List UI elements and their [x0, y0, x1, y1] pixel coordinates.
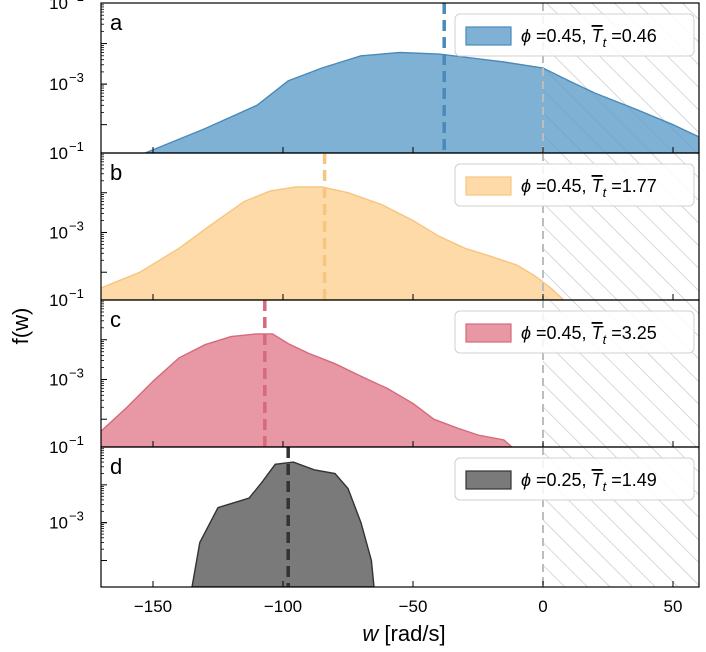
distribution-area — [101, 333, 513, 447]
y-tick-label: 10 — [49, 223, 68, 242]
legend-swatch — [465, 26, 512, 46]
distribution-area — [191, 461, 375, 587]
panel-frame — [100, 446, 700, 588]
y-tick-exponent: −1 — [69, 0, 84, 4]
y-tick-label: 10 — [49, 438, 68, 457]
legend-label: ϕ =0.45, Tt =3.25 — [521, 323, 657, 347]
legend-swatch — [465, 323, 512, 343]
distribution-area — [101, 186, 565, 300]
y-tick-label: 10 — [49, 0, 68, 13]
y-tick-label: 10 — [49, 291, 68, 310]
x-axis-label: w [rad/s] — [362, 621, 445, 646]
panel-letter: b — [110, 160, 122, 185]
y-tick-label: 10 — [49, 144, 68, 163]
y-tick-exponent: −1 — [69, 139, 84, 154]
distribution-area — [144, 51, 699, 153]
panel-letter: c — [110, 307, 121, 332]
y-tick-base: 10 — [49, 514, 68, 533]
legend-box — [454, 13, 695, 57]
y-tick-label: 10 — [49, 75, 68, 94]
legend-swatch — [465, 176, 512, 196]
y-tick-base: 10 — [49, 291, 68, 310]
y-tick-label: 10 — [49, 514, 68, 533]
y-tick-exponent: −3 — [69, 365, 84, 380]
y-tick-base: 10 — [49, 0, 68, 13]
x-tick-label: −100 — [264, 597, 302, 616]
panel-letter: a — [110, 10, 123, 35]
panel-d: 10 −110 −3dϕ =0.25, Tt =1.49 — [49, 433, 700, 588]
panel-letter: d — [110, 454, 122, 479]
legend-box — [454, 310, 695, 354]
x-tick-label: 0 — [538, 597, 547, 616]
legend-swatch — [465, 470, 512, 490]
x-tick-label: −150 — [134, 597, 172, 616]
y-tick-label: 10 — [49, 370, 68, 389]
y-tick-base: 10 — [49, 223, 68, 242]
panel-b: 10 −110 −3bϕ =0.45, Tt =1.77 — [49, 139, 700, 301]
x-tick-label: −50 — [399, 597, 428, 616]
legend-box — [454, 163, 695, 207]
y-tick-exponent: −3 — [69, 70, 84, 85]
panel-a: 10−110−3aϕ =0.45, Tt =0.46 — [49, 0, 700, 154]
y-tick-base: 10 — [49, 75, 68, 94]
x-axis-symbol: w — [362, 621, 380, 646]
legend-box — [454, 457, 695, 501]
panel-c: 10 −110 −3cϕ =0.45, Tt =3.25 — [49, 286, 700, 448]
y-tick-exponent: −3 — [69, 509, 84, 524]
legend-label: ϕ =0.45, Tt =0.46 — [521, 26, 657, 50]
legend-label: ϕ =0.25, Tt =1.49 — [521, 470, 657, 494]
x-axis-unit: [rad/s] — [378, 621, 445, 646]
x-tick-label: 50 — [664, 597, 683, 616]
y-tick-exponent: −1 — [69, 433, 84, 448]
legend-label: ϕ =0.45, Tt =1.77 — [521, 176, 657, 200]
y-tick-base: 10 — [49, 144, 68, 163]
y-tick-base: 10 — [49, 438, 68, 457]
y-tick-exponent: −1 — [69, 286, 84, 301]
y-tick-base: 10 — [49, 370, 68, 389]
y-axis-label: f(w) — [8, 308, 33, 345]
y-tick-exponent: −3 — [69, 218, 84, 233]
